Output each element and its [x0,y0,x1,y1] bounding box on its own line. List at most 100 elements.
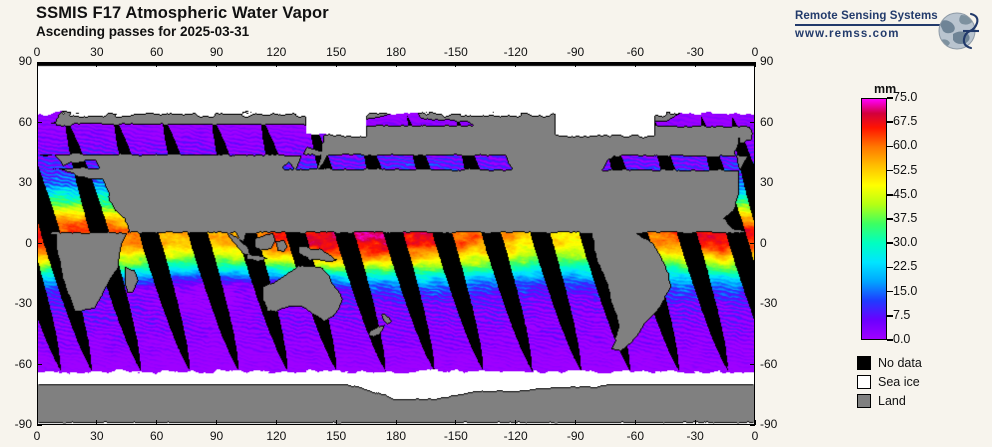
y-tick-mark-right [750,424,755,426]
map-plot-frame[interactable] [37,62,755,425]
water-vapor-map[interactable] [38,63,754,424]
x-tick-mark-top [216,62,217,67]
y-tick-label-left: -90 [14,417,32,431]
x-tick-mark-bottom [575,420,576,425]
x-tick-mark-top [694,62,696,67]
logo-website-url: www.remss.com [795,27,900,40]
y-tick-label-right: -30 [760,296,778,310]
page-subtitle: Ascending passes for 2025-03-31 [36,24,250,39]
colorbar-tick-mark [887,97,893,99]
x-tick-label-bottom: -90 [566,429,585,443]
legend-swatch [857,374,871,389]
colorbar-tick-label: 75.0 [893,90,918,104]
x-tick-label-bottom: 60 [149,429,164,443]
y-tick-mark-left [37,61,42,63]
remss-logo[interactable]: Remote Sensing Systems www.remss.com [795,8,985,54]
x-tick-mark-bottom [634,420,636,425]
colorbar-units-label: mm [874,82,897,96]
x-tick-label-bottom: 120 [266,429,287,443]
colorbar-tick-label: 30.0 [893,235,918,250]
colorbar-tick-label: 7.5 [893,307,911,322]
legend-row: Sea ice [857,372,922,391]
map-legend: No data Sea ice Land [857,353,922,410]
y-tick-mark-right [750,61,755,63]
y-tick-mark-left [37,182,42,184]
x-tick-label-top: 90 [209,45,224,59]
x-tick-label-top: 0 [751,45,759,59]
y-tick-label-left: 30 [18,175,32,189]
x-tick-mark-top [754,62,756,67]
legend-label: Sea ice [878,374,920,389]
colorbar-tick-mark [887,169,893,172]
colorbar[interactable] [861,98,887,340]
colorbar-tick-label: 15.0 [893,283,918,298]
page-title: SSMIS F17 Atmospheric Water Vapor [36,4,329,22]
colorbar-tick-mark [887,290,893,293]
y-tick-label-right: 90 [760,54,774,68]
y-tick-label-left: -30 [14,296,32,310]
x-tick-label-top: 150 [326,45,347,59]
x-tick-mark-bottom [335,420,337,425]
y-tick-label-right: 0 [760,235,767,250]
y-tick-label-right: 60 [760,114,774,129]
x-tick-label-top: 180 [385,45,407,59]
x-tick-label-bottom: 0 [33,429,41,443]
y-tick-mark-right [750,243,755,244]
colorbar-tick-mark [887,218,893,220]
x-tick-label-top: 120 [266,45,287,59]
colorbar-tick-label: 37.5 [893,211,918,225]
x-tick-label-bottom: -60 [626,429,644,443]
y-tick-mark-right [750,122,755,123]
x-tick-mark-top [335,62,337,67]
x-tick-mark-bottom [754,420,756,425]
x-tick-mark-bottom [395,420,397,425]
x-tick-label-top: -30 [686,45,704,59]
x-tick-label-bottom: -30 [686,429,704,443]
x-tick-mark-top [634,62,636,67]
x-tick-mark-bottom [96,420,98,425]
legend-label: Land [878,393,906,408]
x-tick-label-top: -60 [626,45,644,59]
y-tick-mark-left [37,243,42,244]
legend-row: No data [857,353,922,372]
x-tick-label-bottom: -120 [503,429,528,443]
colorbar-tick-mark [887,194,893,196]
x-tick-mark-bottom [515,420,517,425]
colorbar-tick-label: 0.0 [893,332,911,346]
x-tick-label-bottom: -150 [443,429,468,443]
logo-text: Remote Sensing Systems www.remss.com [795,10,945,40]
colorbar-tick-mark [887,242,893,244]
y-tick-label-left: -60 [14,356,32,371]
legend-swatch [857,393,871,408]
x-tick-mark-top [156,62,158,67]
y-tick-mark-right [750,364,755,365]
x-tick-mark-top [96,62,98,67]
y-tick-mark-left [37,122,42,123]
x-tick-label-bottom: 90 [209,429,224,443]
legend-swatch [857,355,871,370]
globe-icon [933,8,983,59]
x-tick-label-top: -120 [503,45,528,59]
colorbar-tick-mark [887,266,893,269]
x-tick-mark-top [275,62,277,67]
y-tick-mark-right [750,182,755,184]
x-tick-mark-bottom [36,420,38,425]
colorbar-tick-mark [887,315,893,317]
y-tick-mark-right [750,303,755,305]
colorbar-tick-mark [887,145,893,148]
x-tick-mark-top [575,62,576,67]
x-tick-label-top: -150 [443,45,468,59]
colorbar-tick-label: 22.5 [893,259,918,274]
x-tick-mark-bottom [216,420,217,425]
y-tick-mark-left [37,424,42,426]
y-tick-label-right: -60 [760,356,778,371]
legend-label: No data [878,355,922,370]
y-tick-label-left: 0 [25,235,32,250]
y-tick-mark-left [37,303,42,305]
x-tick-mark-bottom [156,420,158,425]
x-tick-label-top: 0 [33,45,41,59]
y-tick-label-left: 60 [18,114,32,129]
y-tick-label-right: -90 [760,417,778,431]
x-tick-label-bottom: 0 [751,429,759,443]
legend-row: Land [857,391,922,410]
